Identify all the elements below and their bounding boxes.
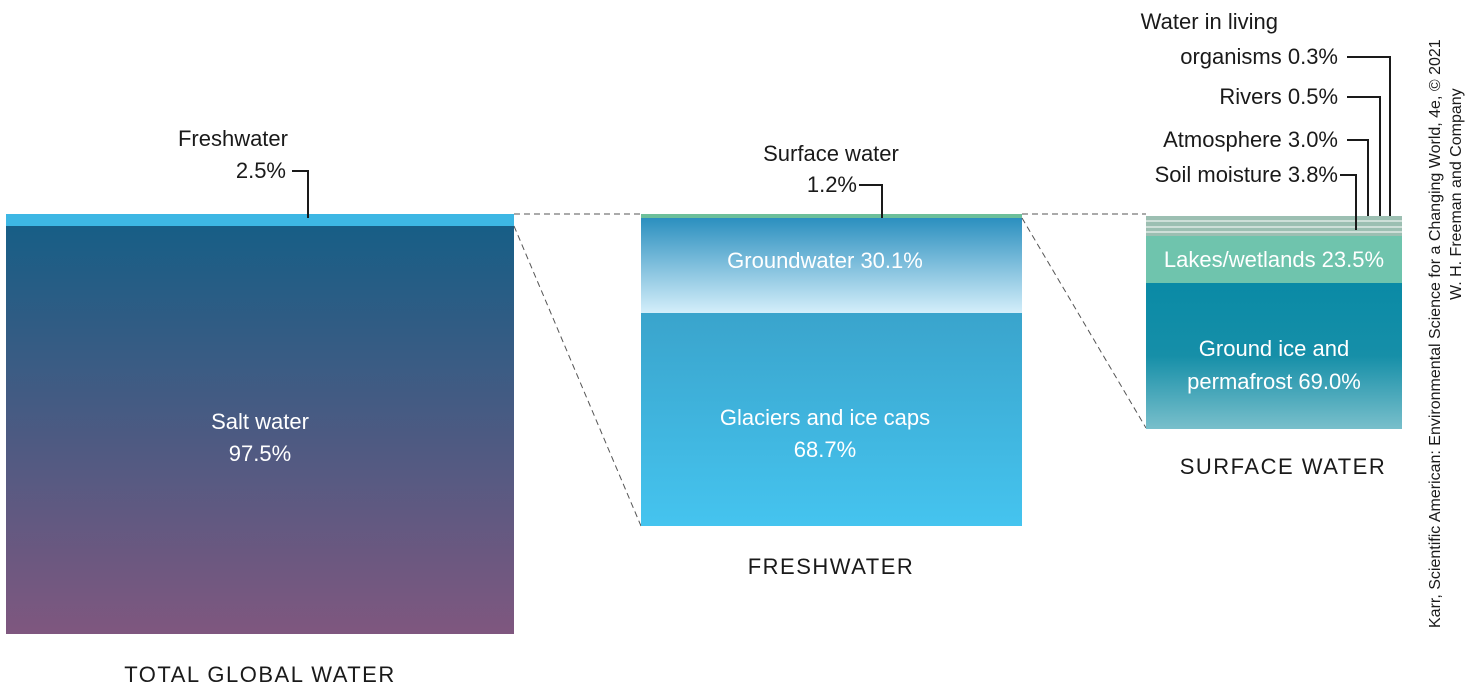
connector-1-bottom [513,225,642,527]
credit-block: Karr, Scientific American: Environmental… [1427,39,1465,628]
small-components-band [1146,216,1402,236]
groundwater-label: Groundwater 30.1% [727,248,923,273]
freshwater-panel: Surface water 1.2% Groundwater 30.1% Gla… [641,141,1022,579]
freshwater-caption: FRESHWATER [748,554,915,579]
freshwater-leader [292,170,309,218]
lakes-wetlands-block [1146,236,1402,283]
saltwater-value: 97.5% [229,441,291,466]
rivers-label: Rivers 0.5% [1219,84,1338,109]
surface-water-strip [641,214,1022,218]
lakes-wetlands-label: Lakes/wetlands 23.5% [1164,247,1384,272]
surface-water-label: Surface water [763,141,899,166]
living-organisms-label-2: organisms 0.3% [1180,44,1338,69]
connector-2-bottom [1021,217,1147,429]
surface-water-caption: SURFACE WATER [1180,454,1387,479]
credit-line-2: W. H. Freeman and Company [1448,88,1465,300]
surface-water-panel: Water in living organisms 0.3% Rivers 0.… [1141,9,1402,479]
groundwater-block [641,218,1022,313]
surface-water-leader [859,184,883,218]
glaciers-block [641,313,1022,526]
saltwater-block [6,226,514,634]
surface-water-value: 1.2% [807,172,857,197]
ground-ice-label-1: Ground ice and [1199,336,1349,361]
credit-line-1: Karr, Scientific American: Environmental… [1427,39,1444,628]
saltwater-label: Salt water [211,409,309,434]
atmosphere-label: Atmosphere 3.0% [1163,127,1338,152]
glaciers-label: Glaciers and ice caps [720,405,930,430]
living-organisms-label-1: Water in living [1141,9,1278,34]
rivers-leader [1347,96,1381,216]
freshwater-value: 2.5% [236,158,286,183]
glaciers-value: 68.7% [794,437,856,462]
soil-moisture-label: Soil moisture 3.8% [1155,162,1338,187]
ground-ice-label-2: permafrost 69.0% [1187,369,1361,394]
freshwater-strip [6,214,514,226]
soil-moisture-leader [1340,174,1357,230]
atmosphere-leader [1347,139,1369,216]
living-organisms-leader [1347,56,1391,216]
ground-ice-block [1146,283,1402,429]
total-global-water-caption: TOTAL GLOBAL WATER [124,662,396,687]
total-global-water-panel: Freshwater 2.5% Salt water 97.5% TOTAL G… [6,126,514,687]
freshwater-label: Freshwater [178,126,288,151]
